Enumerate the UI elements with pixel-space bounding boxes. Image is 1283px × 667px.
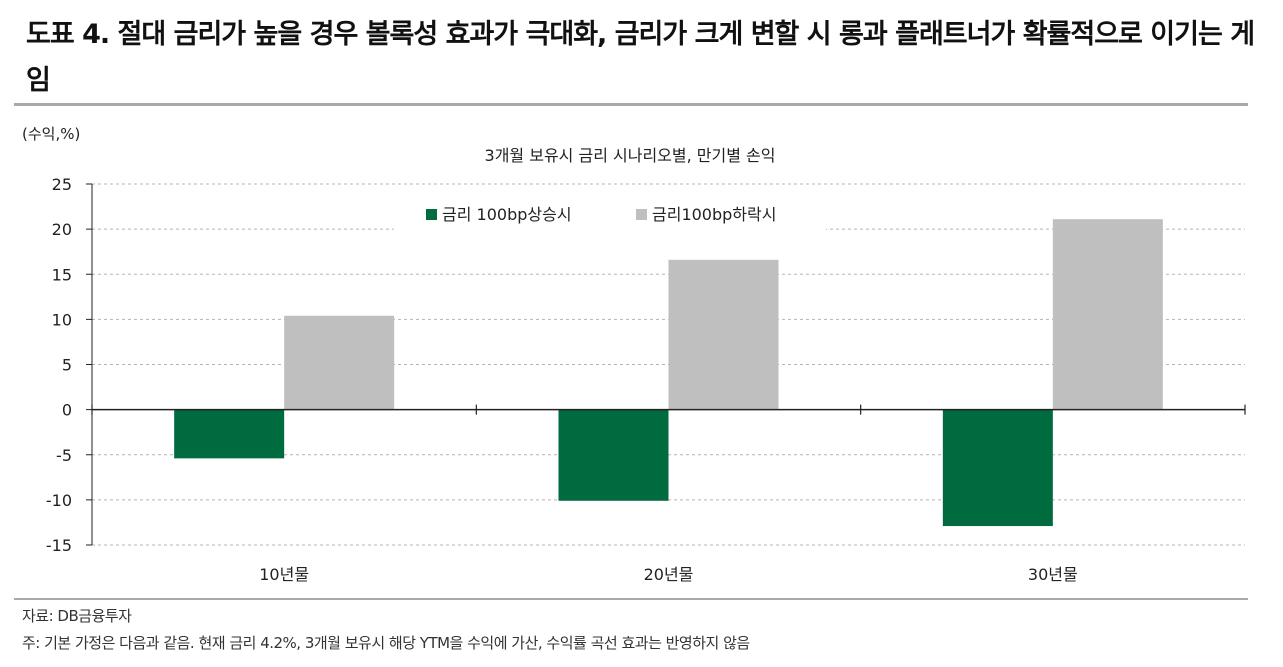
page-title: 도표 4. 절대 금리가 높을 경우 볼록성 효과가 극대화, 금리가 크게 변… [26, 19, 1255, 96]
y-tick-label: -5 [56, 446, 72, 465]
legend-swatch [636, 209, 647, 220]
y-tick-label: 15 [52, 265, 72, 284]
bar [942, 409, 1053, 527]
x-tick-label: 30년물 [1028, 565, 1078, 584]
legend-box [394, 197, 826, 233]
chart-title: 3개월 보유시 금리 시나리오별, 만기별 손익 [485, 146, 776, 165]
y-tick-label: 10 [52, 310, 72, 329]
y-axis-label: (수익,%) [22, 125, 80, 143]
legend-label: 금리 100bp상승시 [442, 205, 572, 224]
source-text: 자료: DB금융투자 [22, 607, 132, 625]
legend: 금리 100bp상승시 금리100bp하락시 [394, 197, 826, 233]
y-tick-label: 0 [62, 401, 72, 420]
y-tick-label: -10 [46, 491, 72, 510]
y-tick-label: 5 [62, 356, 72, 375]
bar-chart: (수익,%) 3개월 보유시 금리 시나리오별, 만기별 손익 25 20 15 10… [22, 125, 1246, 584]
x-tick-labels: 10년물 20년물 30년물 [259, 565, 1077, 584]
bar [668, 259, 779, 410]
legend-label: 금리100bp하락시 [652, 205, 776, 224]
y-tick-label: 25 [52, 175, 72, 194]
y-tick-label: 20 [52, 220, 72, 239]
y-tick-label: -15 [46, 536, 72, 555]
bar [1052, 219, 1163, 410]
bar [174, 409, 285, 459]
title-divider [14, 103, 1248, 106]
axes [86, 183, 1246, 546]
y-tick-labels: 25 20 15 10 5 0 -5 -10 -15 [46, 175, 72, 555]
footnote-text: 주: 기본 가정은 다음과 같음. 현재 금리 4.2%, 3개월 보유시 해당… [22, 634, 750, 652]
x-tick-label: 20년물 [644, 565, 694, 584]
bar [558, 409, 669, 501]
legend-swatch [426, 209, 437, 220]
x-tick-label: 10년물 [259, 565, 309, 584]
footer-divider [14, 598, 1248, 600]
bar [284, 315, 395, 410]
bars [174, 219, 1163, 527]
